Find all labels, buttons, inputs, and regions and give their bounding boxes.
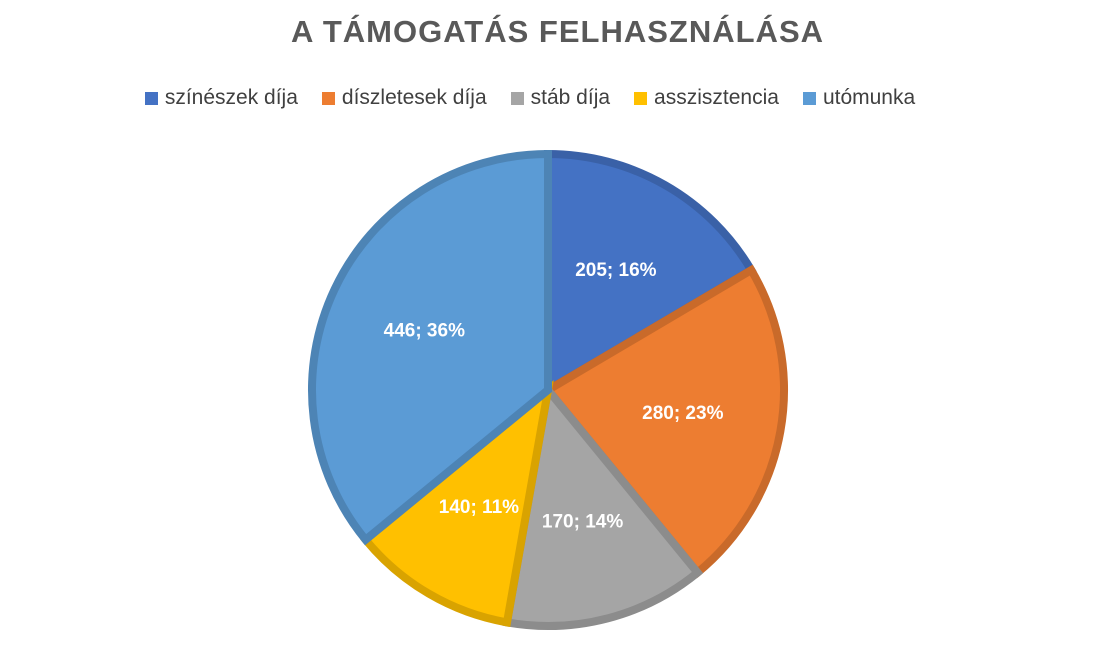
legend-label-asszisztencia: asszisztencia	[654, 86, 779, 109]
pie-data-labels: 205; 16% 280; 23% 170; 14% 140; 11% 446; 36%	[384, 260, 724, 532]
legend-swatch-utomunka	[802, 91, 816, 105]
legend-label-utomunka: utómunka	[822, 86, 916, 109]
legend-swatch-diszletesek	[321, 91, 335, 105]
pie-slice-stab	[502, 380, 704, 630]
legend-label-szineszek: színészek díja	[164, 86, 298, 109]
chart-title: A TÁMOGATÁS FELHASZNÁLÁSA	[290, 14, 825, 49]
legend-swatch-asszisztencia	[634, 91, 648, 105]
pie-slice-asszisztencia	[359, 380, 554, 628]
legend-item-utomunka: utómunka	[802, 86, 916, 110]
pie-slices	[308, 149, 788, 630]
pie-slice-utomunka	[308, 149, 552, 546]
legend-item-szineszek: színészek díja	[144, 86, 298, 110]
data-label-asszisztencia: 140; 11%	[439, 497, 519, 518]
legend-swatch-szineszek	[144, 91, 158, 105]
pie-slice-diszletesek	[541, 264, 788, 579]
legend-swatch-stab	[510, 91, 524, 105]
legend-label-diszletesek: díszletesek díja	[341, 86, 487, 109]
data-label-utomunka: 446; 36%	[384, 321, 465, 342]
data-label-szineszek: 205; 16%	[575, 260, 656, 281]
data-label-diszletesek: 280; 23%	[642, 403, 723, 424]
legend-item-stab: stáb díja	[510, 86, 611, 110]
legend-item-asszisztencia: asszisztencia	[634, 86, 779, 110]
data-label-stab: 170; 14%	[542, 511, 623, 532]
pie-slice-szineszek	[544, 149, 757, 398]
legend-item-diszletesek: díszletesek díja	[321, 86, 487, 110]
legend-label-stab: stáb díja	[530, 86, 611, 109]
chart-legend: színészek díja díszletesek díja stáb díj…	[0, 86, 1060, 110]
